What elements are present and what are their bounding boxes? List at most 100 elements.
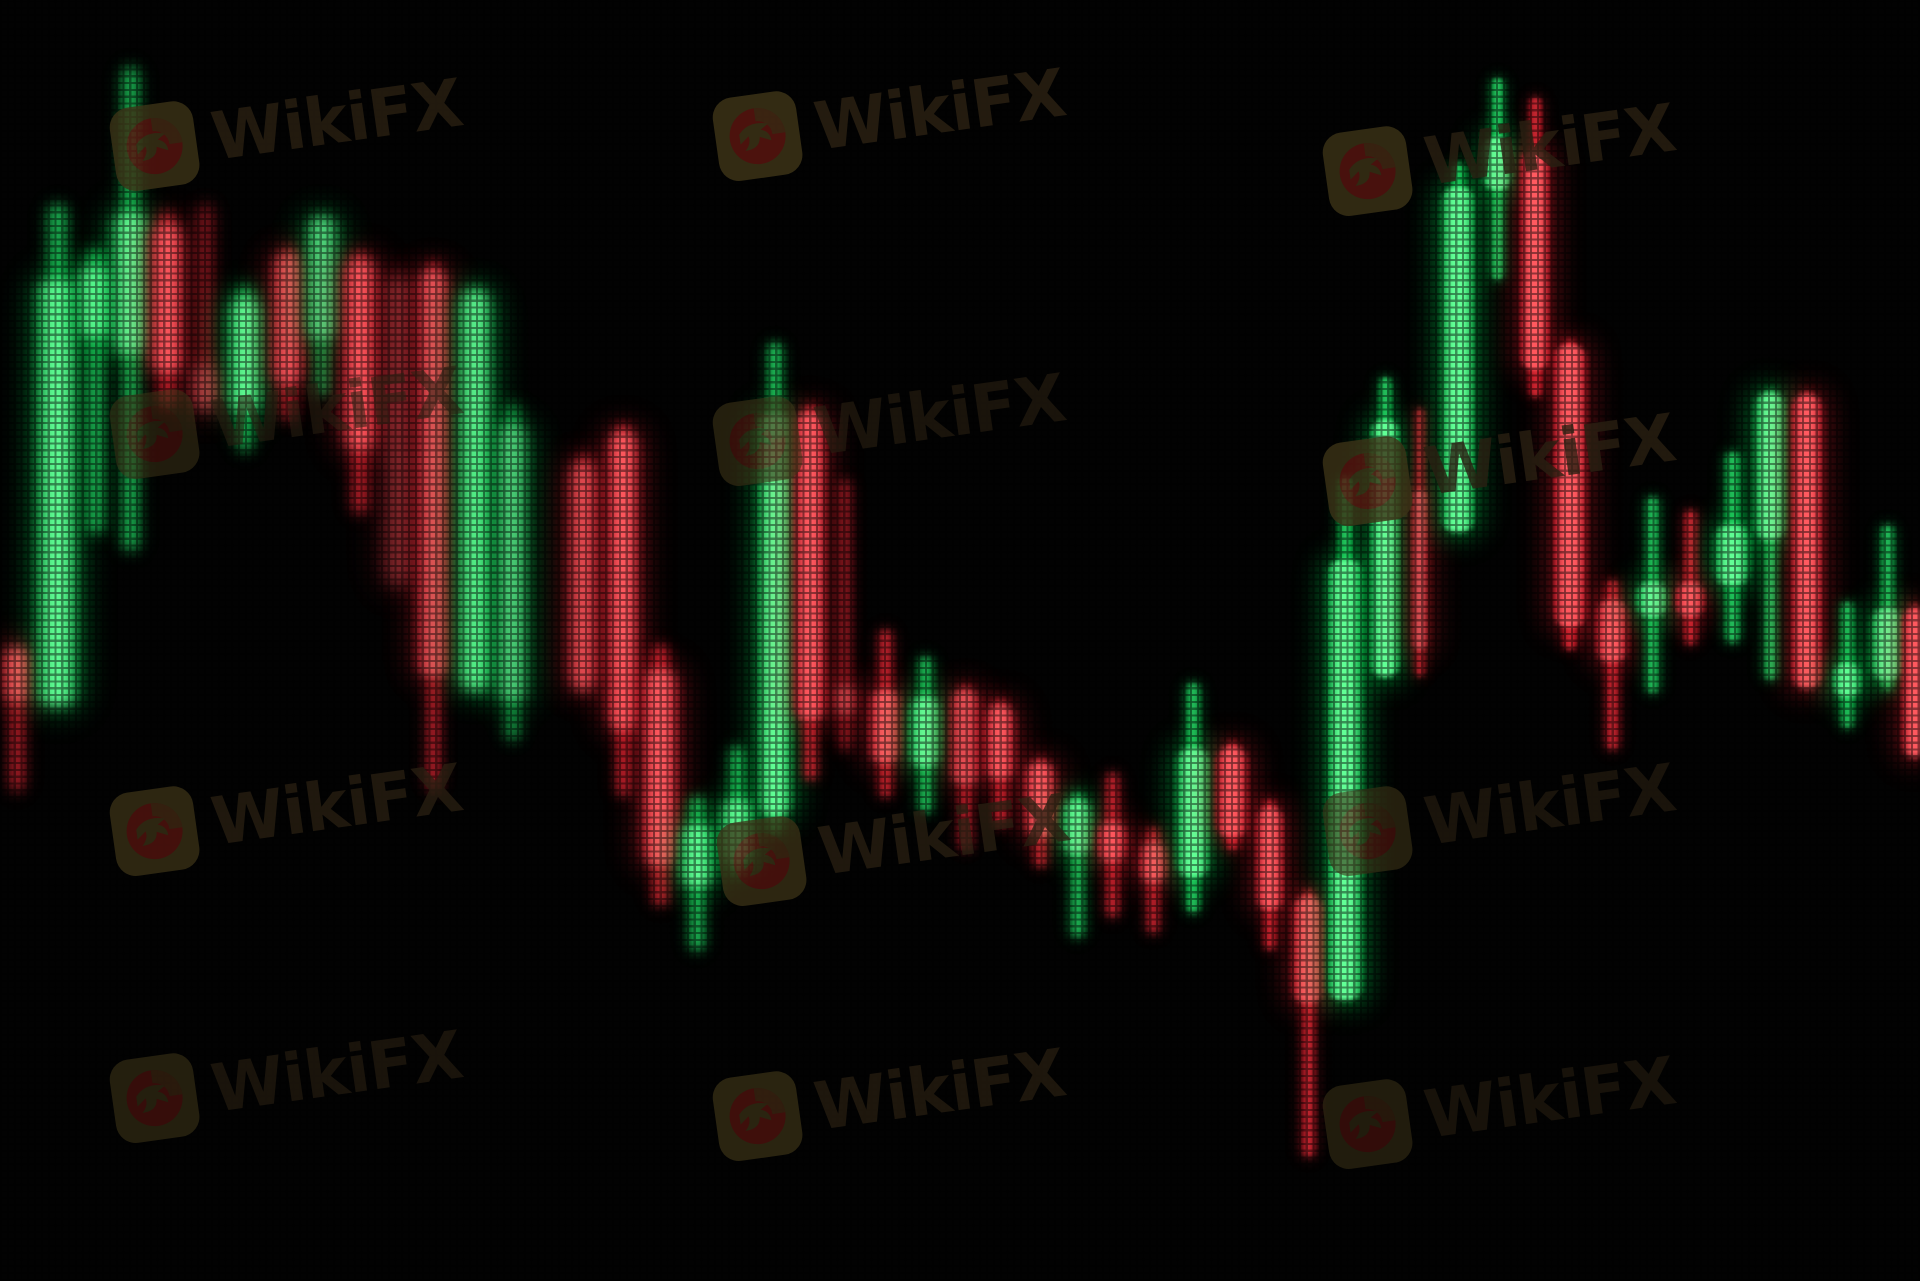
candle-body [1754, 393, 1786, 540]
candle-wick [1840, 602, 1854, 728]
candle-body [1636, 582, 1668, 617]
candle-wick [281, 247, 295, 420]
candle-body [1370, 420, 1400, 677]
candle-body [272, 255, 304, 385]
candle-wick [122, 68, 138, 550]
candle-wick [1186, 683, 1200, 913]
candle-body [417, 270, 449, 677]
candle-body [1441, 187, 1475, 532]
candle-wick [1105, 773, 1119, 917]
candle-body [112, 213, 148, 353]
candle-body [1024, 763, 1056, 837]
candle-wick [353, 252, 367, 513]
candle-wick [576, 455, 590, 690]
candle-body [758, 413, 792, 817]
candle-wick [315, 215, 329, 395]
candle-body [607, 432, 639, 730]
candle-wick [1800, 392, 1814, 688]
candle-body [985, 705, 1015, 780]
candle-wick [1563, 340, 1577, 650]
candle-wick [198, 205, 212, 410]
candle-body [458, 292, 492, 690]
candle-wick [690, 797, 704, 950]
candle-wick [1528, 97, 1542, 397]
candle-wick [918, 657, 932, 813]
candle-body [1832, 663, 1862, 697]
candle-wick [1645, 497, 1659, 693]
candle-body [306, 218, 338, 340]
candle-wick [87, 250, 103, 533]
candle-body [1327, 560, 1363, 1000]
candle-body [834, 685, 856, 715]
candle-wick [840, 480, 850, 750]
candle-body [1791, 395, 1823, 688]
candle-wick [958, 685, 972, 850]
candle-wick [1070, 793, 1084, 937]
candle-wick [1763, 390, 1777, 680]
candle-wick [1378, 377, 1392, 677]
candle-wick [1880, 525, 1894, 690]
candle-body [37, 280, 77, 705]
candle-body [343, 260, 377, 450]
candle-body [950, 690, 980, 785]
candle-body [3, 647, 31, 702]
candle-body [1553, 345, 1587, 627]
candle-body [1062, 800, 1092, 855]
candle-body [720, 800, 754, 862]
candle-body [642, 670, 678, 865]
candle-wick [616, 425, 630, 795]
candle-body [909, 697, 941, 767]
candle-wick [1724, 452, 1740, 643]
candle-wick [803, 405, 817, 780]
candle-body [1675, 582, 1705, 617]
candle-body [1176, 748, 1210, 877]
candle-body [794, 412, 826, 720]
candle-wick [505, 405, 519, 740]
candle-body [384, 278, 412, 585]
candle-wick [468, 287, 482, 690]
candle-wick [426, 262, 440, 790]
candle-body [496, 425, 528, 700]
candle-wick [392, 270, 404, 585]
candle-body [568, 463, 598, 690]
candle-body [77, 267, 113, 337]
